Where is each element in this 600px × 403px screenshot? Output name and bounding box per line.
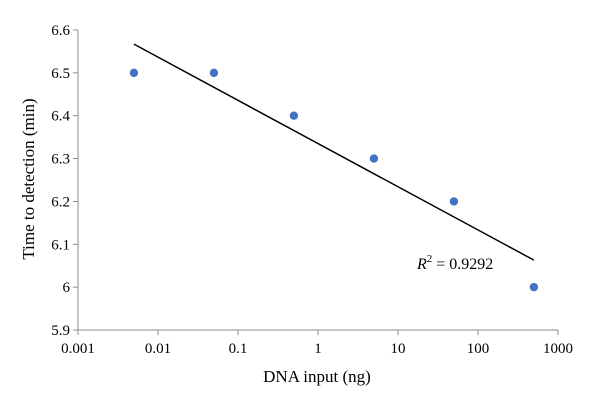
x-tick-label: 0.001 [61, 341, 95, 357]
x-tick-label: 1000 [543, 341, 573, 357]
trendline-group [133, 43, 535, 261]
x-tick-label: 0.1 [229, 341, 248, 357]
data-point [209, 68, 219, 78]
x-tick-label: 1 [314, 341, 322, 357]
r-squared-annotation: R2 = 0.9292 [416, 253, 493, 273]
y-tick-label: 5.9 [51, 323, 70, 339]
data-point [129, 68, 139, 78]
y-axis-title: Time to detection (min) [19, 98, 38, 259]
x-axis-title: DNA input (ng) [263, 367, 371, 386]
y-tick-label: 6.6 [51, 23, 70, 39]
r-superscript: 2 [427, 253, 433, 265]
y-tick-label: 6 [63, 280, 71, 296]
data-point [289, 111, 299, 120]
y-tick-label: 6.5 [51, 66, 70, 82]
data-point [369, 154, 379, 163]
data-point [529, 282, 539, 292]
data-points [129, 68, 539, 292]
x-tick-label: 10 [391, 341, 406, 357]
y-tick-label: 6.3 [51, 152, 70, 168]
tick-labels: 0.001 0.01 0.1 1 10 100 1000 5.9 6 6.1 6.2 6.3 6.4 6.… [51, 23, 573, 357]
axes [73, 29, 559, 335]
y-tick-label: 6.4 [51, 109, 70, 125]
r-squared-value: = 0.9292 [432, 256, 493, 273]
y-tick-label: 6.2 [51, 194, 70, 210]
trendline [133, 43, 535, 261]
x-tick-label: 0.01 [145, 341, 171, 357]
r-symbol: R [416, 256, 427, 273]
x-tick-label: 100 [467, 341, 490, 357]
y-tick-label: 6.1 [51, 237, 70, 253]
data-point [449, 197, 459, 206]
